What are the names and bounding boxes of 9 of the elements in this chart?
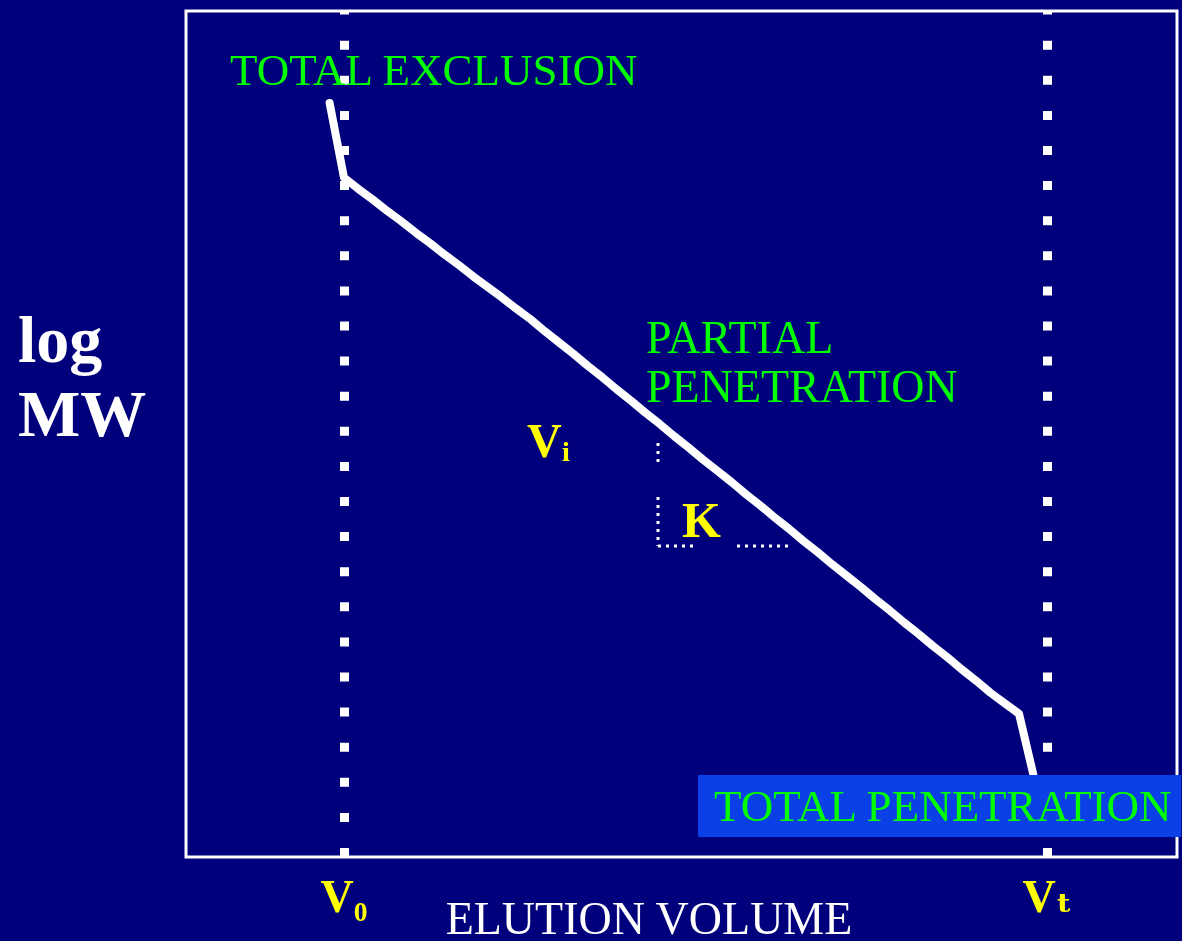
y-axis-title: log MW (18, 302, 147, 450)
annotation: K (682, 492, 721, 548)
text: TOTAL EXCLUSION (230, 45, 638, 95)
x-tick-label: V₀ (320, 870, 368, 922)
x-tick-label: Vₜ (1022, 870, 1073, 922)
annotation: TOTAL PENETRATION (714, 781, 1172, 831)
x-axis-title: ELUTION VOLUME (445, 892, 853, 941)
annotation: Vᵢ (527, 413, 571, 467)
annotation: PARTIAL PENETRATION (646, 312, 958, 412)
